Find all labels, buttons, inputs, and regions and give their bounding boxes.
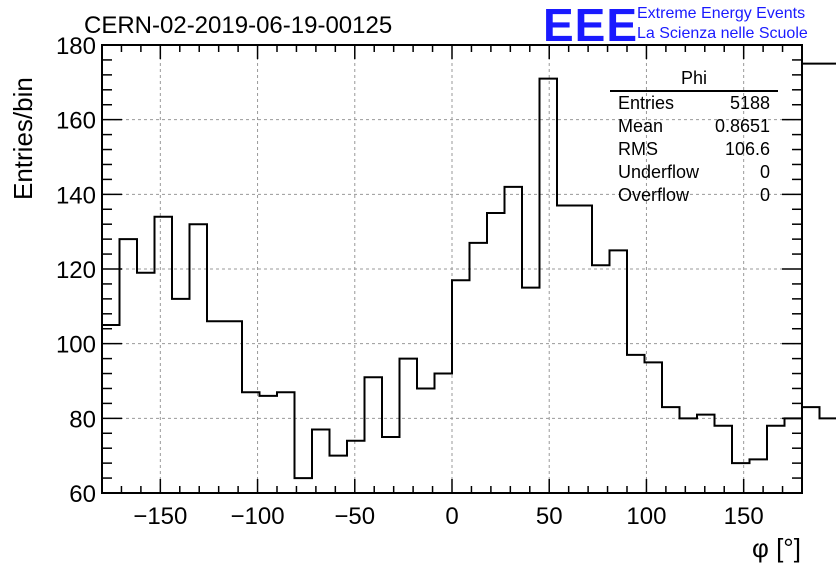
histogram-step-line [102,62,836,480]
x-tick-label: −100 [231,503,285,530]
stats-row-mean: Mean 0.8651 [610,115,778,138]
logo-line-1: Extreme Energy Events [637,5,806,22]
y-tick-label: 100 [56,332,96,359]
x-tick-label: 150 [724,503,764,530]
stats-row-overflow: Overflow 0 [610,184,778,207]
x-tick-label: 0 [445,503,458,530]
logo-caption: Extreme Energy Events La Scienza nelle S… [637,4,808,44]
stats-value: 0 [759,185,770,205]
logo-line-2: La Scienza nelle Scuole [637,25,808,42]
eee-logo: EEE [543,0,639,51]
stats-label: Overflow [618,185,690,205]
x-tick-label: −150 [133,503,187,530]
x-tick-label: −50 [334,503,375,530]
y-tick-label: 140 [56,182,96,209]
plot-frame [101,44,803,494]
y-axis-label: Entries/bin [8,77,38,200]
stats-row-rms: RMS 106.6 [610,138,778,161]
chart-title: CERN-02-2019-06-19-00125 [84,12,393,39]
stats-row-entries: Entries 5188 [610,92,778,115]
stats-label: Entries [618,93,675,113]
stats-row-underflow: Underflow 0 [610,161,778,184]
stats-title: Phi [610,68,778,92]
x-tick-label: 50 [536,503,563,530]
stats-value: 0.8651 [714,116,770,136]
stats-label: Underflow [618,162,700,182]
tick-labels: −150 −100 −50 0 50 100 150 60 80 100 120 140 160 180 [56,33,764,530]
y-tick-label: 180 [56,33,96,60]
y-tick-label: 120 [56,257,96,284]
stats-value: 0 [759,162,770,182]
y-tick-label: 80 [69,406,96,433]
stats-box: Phi Entries 5188 Mean 0.8651 RMS 106.6 U… [610,68,778,207]
stats-label: RMS [618,139,658,159]
y-tick-label: 60 [69,481,96,508]
x-tick-label: 100 [626,503,666,530]
stats-value: 5188 [729,93,770,113]
stats-value: 106.6 [724,139,770,159]
y-tick-label: 160 [56,108,96,135]
stats-label: Mean [618,116,664,136]
x-axis-label: φ [°] [752,533,801,563]
